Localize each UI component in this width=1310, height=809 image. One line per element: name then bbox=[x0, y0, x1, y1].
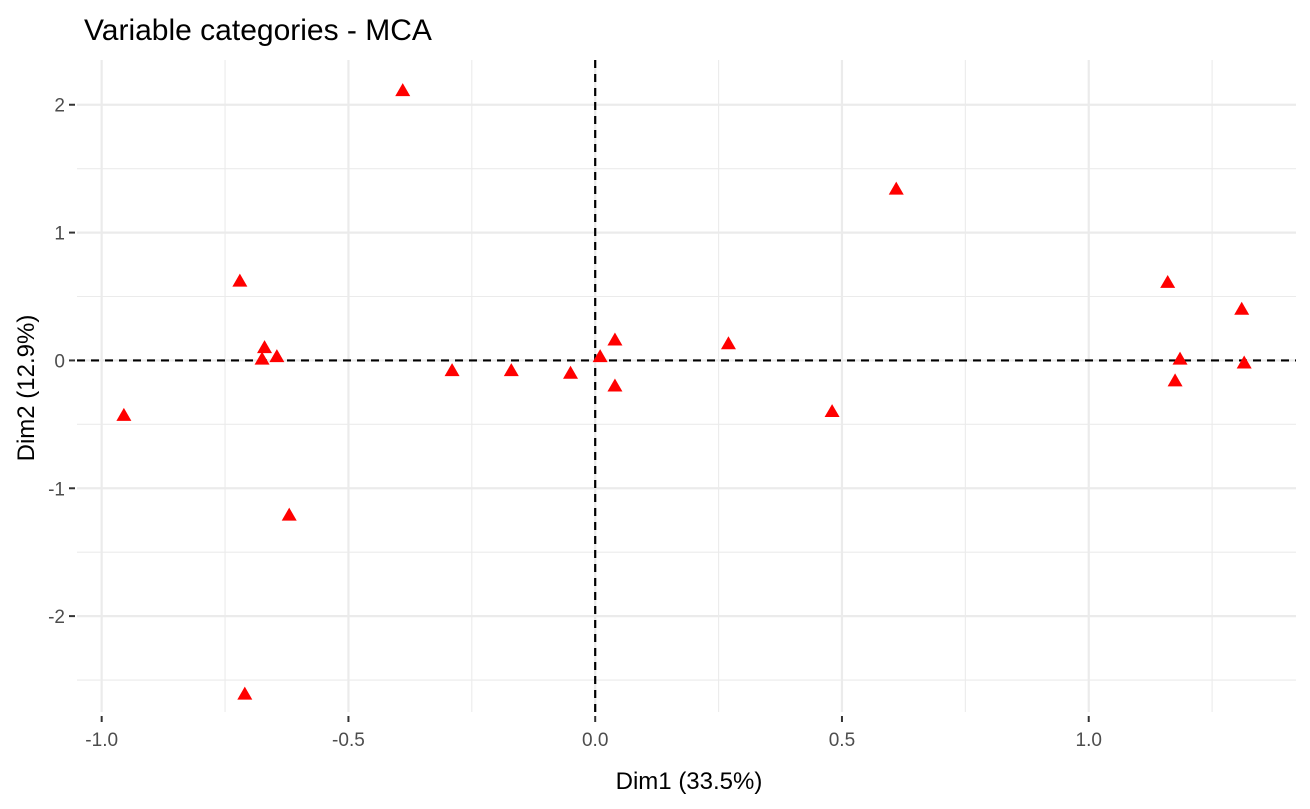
point-4 bbox=[254, 351, 270, 365]
point-9 bbox=[503, 363, 519, 377]
point-18 bbox=[1167, 373, 1183, 387]
point-21 bbox=[1236, 355, 1252, 369]
x-axis-title: Dim1 (33.5%) bbox=[616, 768, 763, 795]
point-12 bbox=[607, 332, 623, 346]
point-16 bbox=[888, 181, 904, 195]
x-tick-label: 0.0 bbox=[582, 730, 608, 751]
point-15 bbox=[824, 404, 840, 418]
y-axis-title: Dim2 (12.9%) bbox=[13, 315, 40, 462]
x-axis: -1.0 -0.5 0.0 0.5 1.0 bbox=[85, 716, 1102, 751]
points bbox=[116, 83, 1252, 700]
chart-title: Variable categories - MCA bbox=[84, 14, 432, 47]
y-axis: -2 -1 0 1 2 bbox=[48, 96, 75, 628]
x-tick-label: 1.0 bbox=[1076, 730, 1102, 751]
y-tick-label: 1 bbox=[54, 224, 65, 245]
point-11 bbox=[592, 349, 608, 363]
point-3 bbox=[257, 340, 273, 354]
point-6 bbox=[281, 507, 297, 521]
y-tick-label: -2 bbox=[48, 607, 65, 628]
y-tick-label: 0 bbox=[54, 351, 65, 372]
reference-lines bbox=[77, 60, 1296, 712]
x-tick-label: -1.0 bbox=[85, 730, 118, 751]
point-10 bbox=[563, 365, 579, 379]
point-13 bbox=[607, 378, 623, 392]
point-7 bbox=[395, 83, 411, 97]
point-0 bbox=[116, 407, 132, 421]
point-5 bbox=[269, 349, 285, 363]
point-8 bbox=[444, 363, 460, 377]
grid bbox=[77, 60, 1296, 712]
x-tick-label: -0.5 bbox=[332, 730, 365, 751]
point-17 bbox=[1160, 274, 1176, 288]
point-20 bbox=[1234, 301, 1250, 315]
y-tick-label: -1 bbox=[48, 479, 65, 500]
point-2 bbox=[237, 686, 253, 700]
point-19 bbox=[1172, 351, 1188, 365]
point-14 bbox=[720, 336, 736, 350]
point-1 bbox=[232, 273, 248, 287]
y-tick-label: 2 bbox=[54, 96, 65, 117]
x-tick-label: 0.5 bbox=[829, 730, 855, 751]
